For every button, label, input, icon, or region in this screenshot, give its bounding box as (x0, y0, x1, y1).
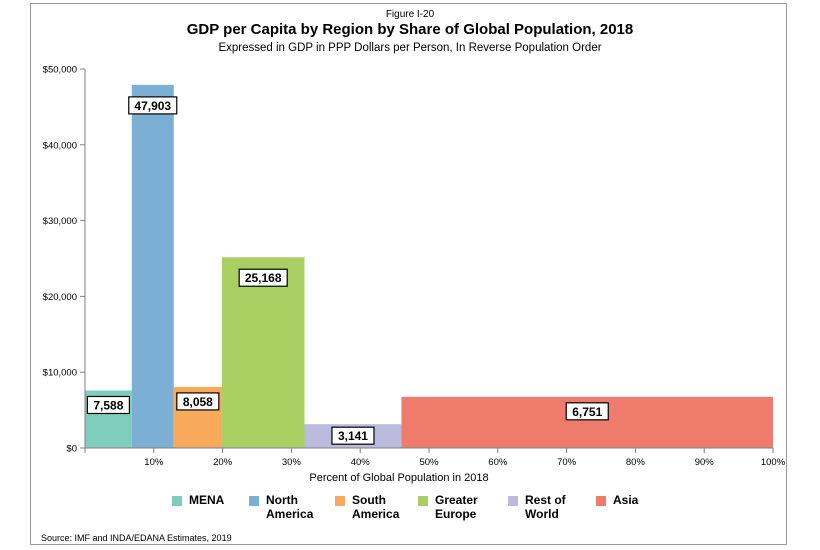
data-label-box (86, 395, 130, 415)
data-label-box (128, 96, 178, 115)
legend-item: MENA (172, 493, 259, 507)
x-tick-label: 60% (488, 457, 508, 468)
data-label: 25,168 (245, 271, 282, 285)
data-label: 7,588 (93, 398, 123, 412)
legend-label: South America (352, 493, 400, 521)
x-tick-label: 30% (282, 457, 302, 468)
y-tick-label: $50,000 (43, 65, 77, 76)
chart-title: GDP per Capita by Region by Share of Glo… (186, 21, 634, 38)
legend-item: North America (249, 493, 324, 521)
data-label-box (176, 392, 220, 411)
legend-label: North America (266, 493, 314, 521)
x-tick-label: 40% (351, 457, 371, 468)
x-tick-label: 80% (626, 457, 646, 468)
legend-label: Asia (613, 493, 639, 507)
figure-label: Figure I-20 (385, 9, 435, 20)
legend-item: Asia (596, 493, 683, 507)
x-tick-label: 50% (419, 457, 439, 468)
y-tick-label: $0 (66, 444, 77, 455)
legend-item: South America (335, 493, 410, 521)
x-tick-label: 100% (761, 457, 786, 468)
x-tick-label: 90% (695, 457, 715, 468)
y-tick-label: $40,000 (43, 140, 77, 151)
figure-frame (30, 3, 787, 545)
legend-swatch (335, 496, 345, 506)
legend-item: Rest of World (508, 493, 583, 521)
data-label: 47,903 (134, 99, 171, 113)
y-tick-label: $10,000 (43, 368, 77, 379)
data-label: 6,751 (572, 405, 602, 419)
data-label-box (565, 402, 609, 421)
x-tick-label: 10% (144, 457, 164, 468)
legend-swatch (596, 496, 606, 506)
legend-swatch (418, 496, 428, 506)
x-axis-title: Percent of Global Population in 2018 (309, 472, 488, 484)
x-tick-label: 70% (557, 457, 577, 468)
legend-label: Rest of World (525, 493, 566, 521)
legend-swatch (508, 496, 518, 506)
data-label: 3,141 (338, 429, 368, 443)
data-label-box (331, 426, 375, 445)
bar-greater-europe (221, 257, 305, 448)
data-label-box (238, 268, 288, 287)
legend-item: Greater Europe (418, 493, 493, 521)
data-label: 8,058 (183, 395, 213, 409)
bar-north-america (131, 84, 174, 448)
y-tick-label: $20,000 (43, 292, 77, 303)
source-note: Source: IMF and INDA/EDANA Estimates, 20… (41, 533, 232, 543)
legend-swatch (172, 496, 182, 506)
y-tick-label: $30,000 (43, 216, 77, 227)
chart-subtitle: Expressed in GDP in PPP Dollars per Pers… (218, 42, 602, 54)
legend-label: MENA (189, 493, 225, 507)
x-tick-label: 20% (213, 457, 233, 468)
legend-swatch (249, 496, 259, 506)
legend-label: Greater Europe (435, 493, 478, 521)
